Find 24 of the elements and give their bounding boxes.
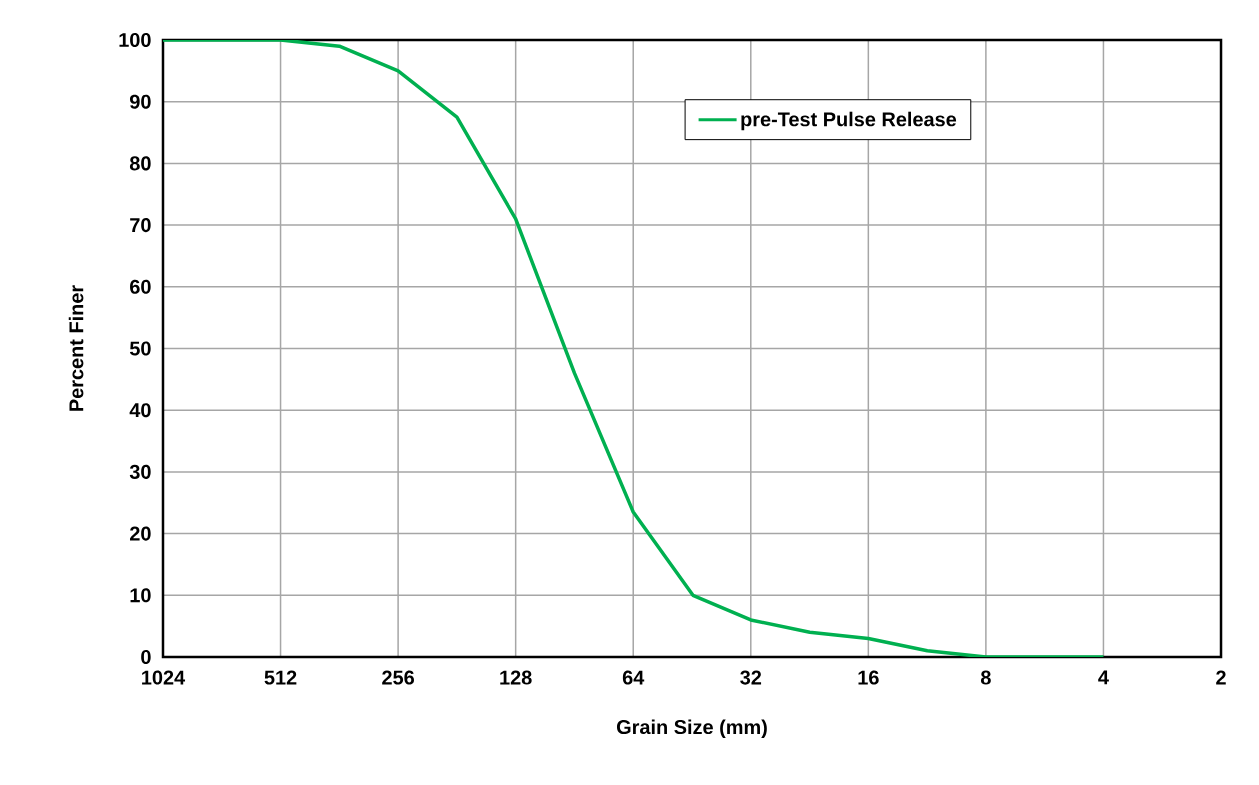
y-tick-label: 10	[130, 588, 151, 603]
y-tick-label: 30	[129, 464, 151, 479]
y-tick-label: 20	[130, 526, 151, 541]
x-tick-label: 1024	[142, 670, 186, 685]
y-tick-label: 60	[130, 279, 151, 294]
y-tick-label: 0	[141, 649, 151, 665]
x-tick-label: 4	[1098, 670, 1109, 685]
legend-label: pre-Test Pulse Release	[741, 111, 957, 131]
x-tick-label: 256	[382, 670, 414, 685]
y-tick-label: 50	[129, 341, 151, 356]
x-tick-label: 64	[622, 670, 645, 685]
y-tick-label: 70	[130, 218, 151, 233]
x-tick-label: 16	[858, 670, 879, 685]
x-tick-label: 2	[1216, 670, 1226, 685]
y-tick-label: 100	[119, 32, 151, 48]
y-tick-label: 80	[129, 156, 151, 171]
y-axis-title: Percent Finer	[68, 285, 84, 411]
y-tick-label: 90	[130, 94, 151, 109]
x-tick-label: 32	[740, 670, 762, 685]
x-tick-label: 128	[500, 670, 532, 685]
x-tick-label: 512	[264, 670, 297, 685]
x-tick-label: 8	[980, 670, 991, 685]
y-tick-label: 40	[129, 403, 151, 418]
x-axis-title: Grain Size (mm)	[616, 719, 767, 739]
